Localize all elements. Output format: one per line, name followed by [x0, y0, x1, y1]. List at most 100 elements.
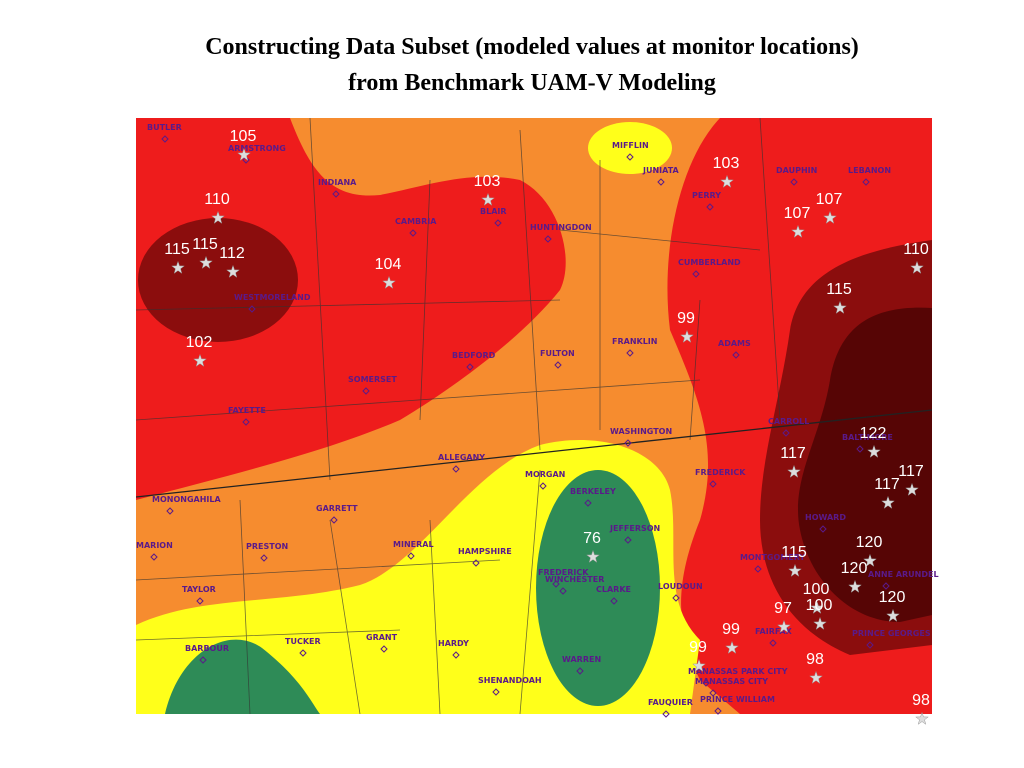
title-line: from Benchmark UAM-V Modeling: [348, 70, 716, 96]
county-label: MONONGAHILA: [152, 495, 221, 504]
county-label: WARREN: [562, 655, 601, 664]
county-label: DAUPHIN: [776, 166, 817, 175]
monitor-value: 120: [856, 534, 883, 551]
monitor-value: 110: [903, 241, 929, 258]
county-label: PRESTON: [246, 542, 288, 551]
county-label: CLARKE: [596, 585, 631, 594]
monitor-star: [777, 619, 791, 633]
county-label: LOUDOUN: [658, 582, 703, 591]
monitor-value: 115: [781, 544, 807, 561]
county-marker: [782, 429, 790, 437]
county-marker: [862, 178, 870, 186]
county-marker: [472, 559, 480, 567]
county-label: HUNTINGDON: [530, 223, 592, 232]
monitor-star: [382, 275, 396, 289]
county-label: CUMBERLAND: [678, 258, 741, 267]
county-label: BALTIMORE: [842, 433, 893, 442]
county-label: WASHINGTON: [610, 427, 672, 436]
monitor-star: [833, 300, 847, 314]
county-marker: [199, 656, 207, 664]
monitor-value: 99: [689, 639, 707, 656]
county-label: ANNE ARUNDEL: [868, 570, 939, 579]
county-marker: [584, 499, 592, 507]
monitor-star: [813, 616, 827, 630]
county-marker: [657, 178, 665, 186]
monitor-value: 104: [375, 256, 402, 273]
monitor-value: 117: [874, 476, 900, 493]
monitor-star: [810, 600, 824, 614]
county-marker: [466, 363, 474, 371]
county-marker: [248, 305, 256, 313]
monitor-value: 112: [219, 245, 245, 262]
county-marker: [559, 587, 567, 595]
monitor-value: 99: [722, 621, 740, 638]
monitor-star: [692, 658, 706, 672]
county-marker: [452, 465, 460, 473]
monitor-star: [680, 329, 694, 343]
county-label: FREDERICK: [538, 568, 589, 577]
monitor-star: [788, 563, 802, 577]
monitor-value: 99: [677, 310, 695, 327]
county-label: HOWARD: [805, 513, 846, 522]
county-marker: [856, 445, 864, 453]
county-label: WESTMORELAND: [234, 293, 311, 302]
monitor-star: [848, 579, 862, 593]
county-label: FAUQUIER: [648, 698, 693, 707]
county-marker: [332, 190, 340, 198]
county-marker: [706, 203, 714, 211]
county-label: TAYLOR: [182, 585, 216, 594]
monitor-value: 115: [164, 241, 190, 258]
county-marker: [709, 689, 717, 697]
monitor-value: 107: [784, 205, 811, 222]
county-label: MINERAL: [393, 540, 434, 549]
county-marker: [362, 387, 370, 395]
county-marker: [702, 679, 710, 687]
monitor-star: [886, 608, 900, 622]
monitor-value: 107: [816, 191, 843, 208]
monitor-star: [809, 670, 823, 684]
county-marker: [242, 156, 250, 164]
county-marker: [492, 688, 500, 696]
county-marker: [196, 597, 204, 605]
monitor-value: 120: [879, 589, 906, 606]
monitor-value: 122: [860, 425, 887, 442]
county-label: BERKELEY: [570, 487, 616, 496]
county-label: INDIANA: [318, 178, 357, 187]
county-label: MONTGOMERY: [740, 553, 805, 562]
monitor-star: [787, 464, 801, 478]
monitor-star: [171, 260, 185, 274]
county-marker: [790, 178, 798, 186]
county-marker: [409, 229, 417, 237]
county-marker: [714, 707, 722, 715]
monitor-star: [211, 210, 225, 224]
county-label: BLAIR: [480, 207, 507, 216]
monitor-star: [905, 482, 919, 496]
county-marker: [161, 135, 169, 143]
county-label: BARBOUR: [185, 644, 229, 653]
county-label: MANASSAS PARK CITY: [688, 667, 788, 676]
monitor-value: 117: [898, 463, 924, 480]
monitor-value: 103: [713, 155, 740, 172]
county-marker: [150, 553, 158, 561]
county-marker: [554, 361, 562, 369]
county-label: FRANKLIN: [612, 337, 657, 346]
county-label: CARROLL: [768, 417, 809, 426]
county-label: TUCKER: [285, 637, 321, 646]
county-label: HARDY: [438, 639, 469, 648]
county-label: PRINCE WILLIAM: [700, 695, 775, 704]
county-label: MARION: [136, 541, 173, 550]
county-marker: [754, 565, 762, 573]
monitor-value: 76: [583, 530, 601, 547]
county-label: PRINCE GEORGES: [852, 629, 931, 638]
county-marker: [819, 525, 827, 533]
county-label: JUNIATA: [642, 166, 680, 175]
monitor-star: [725, 640, 739, 654]
monitor-value: 115: [826, 281, 852, 298]
county-label: ARMSTRONG: [228, 144, 286, 153]
county-label: ALLEGANY: [438, 453, 485, 462]
county-label: LEBANON: [848, 166, 891, 175]
monitor-value: 102: [186, 334, 213, 351]
county-marker: [662, 710, 670, 718]
